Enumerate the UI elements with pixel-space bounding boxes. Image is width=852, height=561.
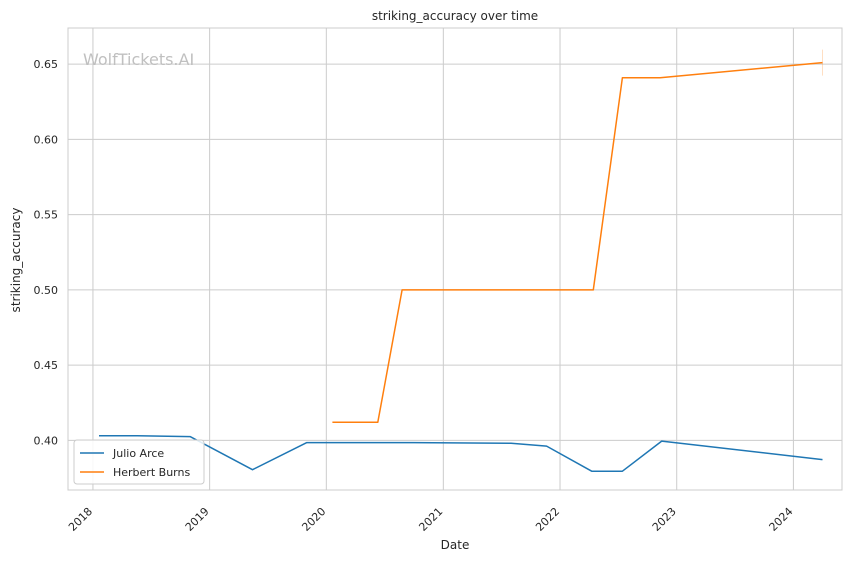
series-line-julio-arce <box>99 435 823 472</box>
y-tick-label: 0.55 <box>34 209 59 222</box>
x-tick-label: 2024 <box>767 505 796 534</box>
grid <box>68 28 842 490</box>
series-line-herbert-burns <box>332 61 823 424</box>
legend: Julio Arce Herbert Burns <box>73 439 205 485</box>
y-tick-label: 0.50 <box>34 284 59 297</box>
x-tick-labels: 2018 2019 2020 2021 2022 2023 2024 <box>66 505 795 534</box>
y-tick-label: 0.45 <box>34 359 59 372</box>
x-tick-label: 2022 <box>533 505 562 534</box>
chart-title: striking_accuracy over time <box>372 9 538 23</box>
x-tick-label: 2023 <box>650 505 679 534</box>
y-tick-label: 0.65 <box>34 58 59 71</box>
y-tick-label: 0.40 <box>34 434 59 447</box>
x-tick-label: 2020 <box>299 505 328 534</box>
watermark: WolfTickets.AI <box>83 50 194 69</box>
y-tick-labels: 0.40 0.45 0.50 0.55 0.60 0.65 <box>34 58 59 447</box>
x-tick-label: 2018 <box>66 505 95 534</box>
x-axis-title: Date <box>441 538 470 552</box>
y-tick-label: 0.60 <box>34 133 59 146</box>
x-tick-label: 2021 <box>416 505 445 534</box>
y-axis-title: striking_accuracy <box>9 208 23 313</box>
legend-label-julio-arce: Julio Arce <box>112 447 164 460</box>
legend-label-herbert-burns: Herbert Burns <box>113 466 190 479</box>
x-tick-label: 2019 <box>183 505 212 534</box>
series-layer <box>99 49 823 472</box>
plot-frame <box>67 27 843 491</box>
legend-box <box>73 439 205 485</box>
